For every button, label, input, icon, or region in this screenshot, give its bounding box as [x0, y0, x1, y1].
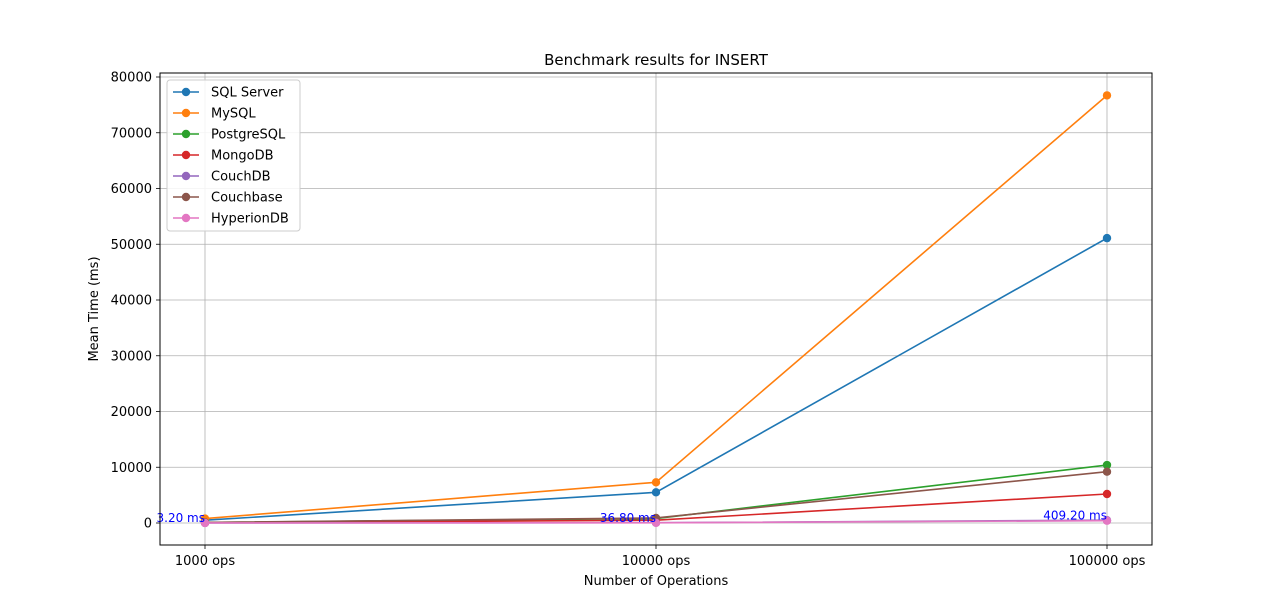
legend-item: Couchbase — [173, 191, 283, 206]
x-axis-label: Number of Operations — [584, 574, 729, 589]
x-axis-ticks: 1000 ops 10000 ops 100000 ops — [175, 545, 1146, 569]
legend-marker — [181, 108, 191, 118]
y-tick-label: 20000 — [111, 405, 152, 420]
x-tick-label: 10000 ops — [622, 554, 691, 569]
plot-series — [200, 91, 1112, 528]
legend-label: SQL Server — [211, 86, 284, 101]
legend-label: CouchDB — [211, 170, 271, 185]
legend-marker — [181, 129, 191, 139]
data-point — [1102, 516, 1112, 525]
legend-item: MongoDB — [173, 149, 274, 164]
data-point — [200, 518, 210, 528]
data-point — [1102, 233, 1112, 243]
y-tick-label: 70000 — [111, 126, 152, 141]
data-point — [1102, 467, 1112, 476]
legend-box — [166, 79, 301, 232]
legend-item: SQL Server — [173, 86, 284, 101]
x-tick-label: 100000 ops — [1069, 554, 1146, 569]
data-label: 36.80 ms — [600, 511, 656, 525]
grid-lines — [160, 73, 1152, 545]
data-label: 3.20 ms — [157, 511, 205, 525]
legend-marker — [181, 213, 191, 223]
legend-label: PostgreSQL — [211, 128, 286, 143]
y-tick-label: 10000 — [111, 461, 152, 476]
legend-item: MySQL — [173, 107, 256, 122]
legend-label: MySQL — [211, 107, 256, 122]
y-axis-label: Mean Time (ms) — [87, 256, 102, 361]
annotations: 3.20 ms 36.80 ms 409.20 ms — [157, 509, 1107, 525]
y-tick-label: 50000 — [111, 238, 152, 253]
data-point — [651, 518, 661, 527]
legend-item: HyperionDB — [173, 212, 289, 227]
legend-marker — [181, 171, 191, 181]
data-point — [1102, 489, 1112, 499]
y-tick-label: 0 — [144, 517, 152, 532]
legend-label: MongoDB — [211, 149, 274, 164]
y-tick-label: 30000 — [111, 349, 152, 364]
legend-item: CouchDB — [173, 170, 271, 185]
y-axis-ticks: 0 10000 20000 30000 40000 50000 60000 70000 8000… — [111, 71, 160, 532]
legend-marker — [181, 192, 191, 202]
legend-label: Couchbase — [211, 191, 283, 206]
legend-label: HyperionDB — [211, 212, 289, 227]
y-tick-label: 60000 — [111, 182, 152, 197]
y-tick-label: 40000 — [111, 294, 152, 309]
series-hyperiondb — [200, 516, 1112, 528]
data-point — [1102, 91, 1112, 100]
y-tick-label: 80000 — [111, 71, 152, 86]
chart-title: Benchmark results for INSERT — [544, 51, 769, 69]
data-point — [651, 488, 661, 497]
legend-item: PostgreSQL — [173, 128, 286, 143]
x-tick-label: 1000 ops — [175, 554, 235, 569]
data-point — [1102, 460, 1112, 470]
legend-marker — [181, 150, 191, 160]
legend: SQL Server MySQL PostgreSQL MongoDB CouchDB C… — [166, 79, 301, 232]
legend-marker — [181, 87, 191, 97]
data-label: 409.20 ms — [1043, 509, 1107, 523]
data-point — [651, 478, 661, 487]
